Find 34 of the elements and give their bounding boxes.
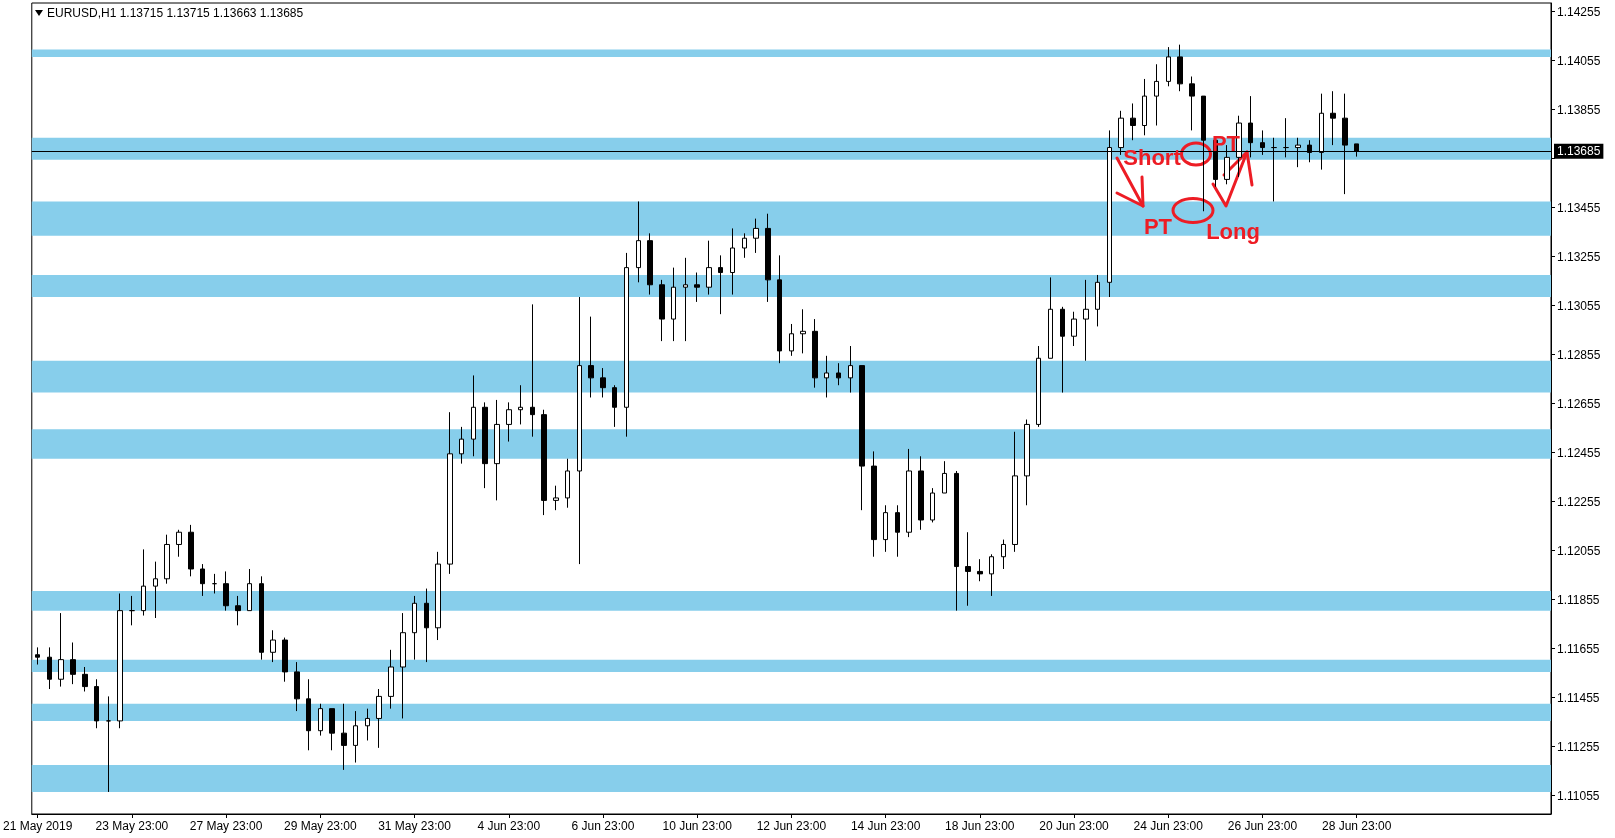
x-tick-label: 6 Jun 23:00 bbox=[571, 819, 635, 833]
x-tick-label: 10 Jun 23:00 bbox=[662, 819, 733, 833]
y-tick-label: 1.11655 bbox=[1557, 641, 1600, 656]
annotation: PT bbox=[1143, 213, 1173, 239]
y-tick-label: 1.11455 bbox=[1557, 690, 1600, 705]
y-tick-label: 1.12855 bbox=[1557, 347, 1601, 362]
x-tick-label: 31 May 23:00 bbox=[378, 819, 452, 833]
y-tick-label: 1.13255 bbox=[1557, 249, 1601, 264]
y-tick-label: 1.12655 bbox=[1557, 396, 1601, 411]
y-tick-label: 1.13055 bbox=[1557, 298, 1601, 313]
x-tick-label: 14 Jun 23:00 bbox=[850, 819, 921, 833]
y-tick-label: 1.14055 bbox=[1557, 53, 1601, 68]
y-tick-label: 1.14255 bbox=[1557, 4, 1601, 19]
x-tick-label: 24 Jun 23:00 bbox=[1133, 819, 1204, 833]
x-tick-label: 27 May 23:00 bbox=[189, 819, 263, 833]
y-tick-label: 1.13855 bbox=[1557, 102, 1601, 117]
y-tick-label: 1.12255 bbox=[1557, 494, 1601, 509]
ref-line-label: 1.13685 bbox=[1557, 144, 1601, 159]
x-tick-label: 18 Jun 23:00 bbox=[945, 819, 1015, 833]
x-tick-label: 23 May 23:00 bbox=[95, 819, 169, 833]
y-tick-label: 1.12455 bbox=[1557, 445, 1601, 460]
x-tick-label: 20 Jun 23:00 bbox=[1039, 819, 1110, 833]
x-tick-label: 21 May 2019 bbox=[2, 819, 73, 833]
y-tick-label: 1.11055 bbox=[1557, 788, 1600, 803]
chart-title: EURUSD,H1 1.13715 1.13715 1.13663 1.13685 bbox=[47, 6, 304, 20]
x-tick-label: 12 Jun 23:00 bbox=[756, 819, 827, 833]
y-tick-label: 1.13455 bbox=[1557, 200, 1601, 215]
y-tick-label: 1.11855 bbox=[1557, 592, 1600, 607]
y-tick-label: 1.12055 bbox=[1557, 543, 1601, 558]
x-tick-label: 28 Jun 23:00 bbox=[1321, 819, 1392, 833]
x-tick-label: 29 May 23:00 bbox=[283, 819, 358, 833]
y-tick-label: 1.11255 bbox=[1557, 739, 1600, 754]
x-tick-label: 4 Jun 23:00 bbox=[477, 819, 541, 833]
x-tick-label: 26 Jun 23:00 bbox=[1227, 819, 1298, 833]
